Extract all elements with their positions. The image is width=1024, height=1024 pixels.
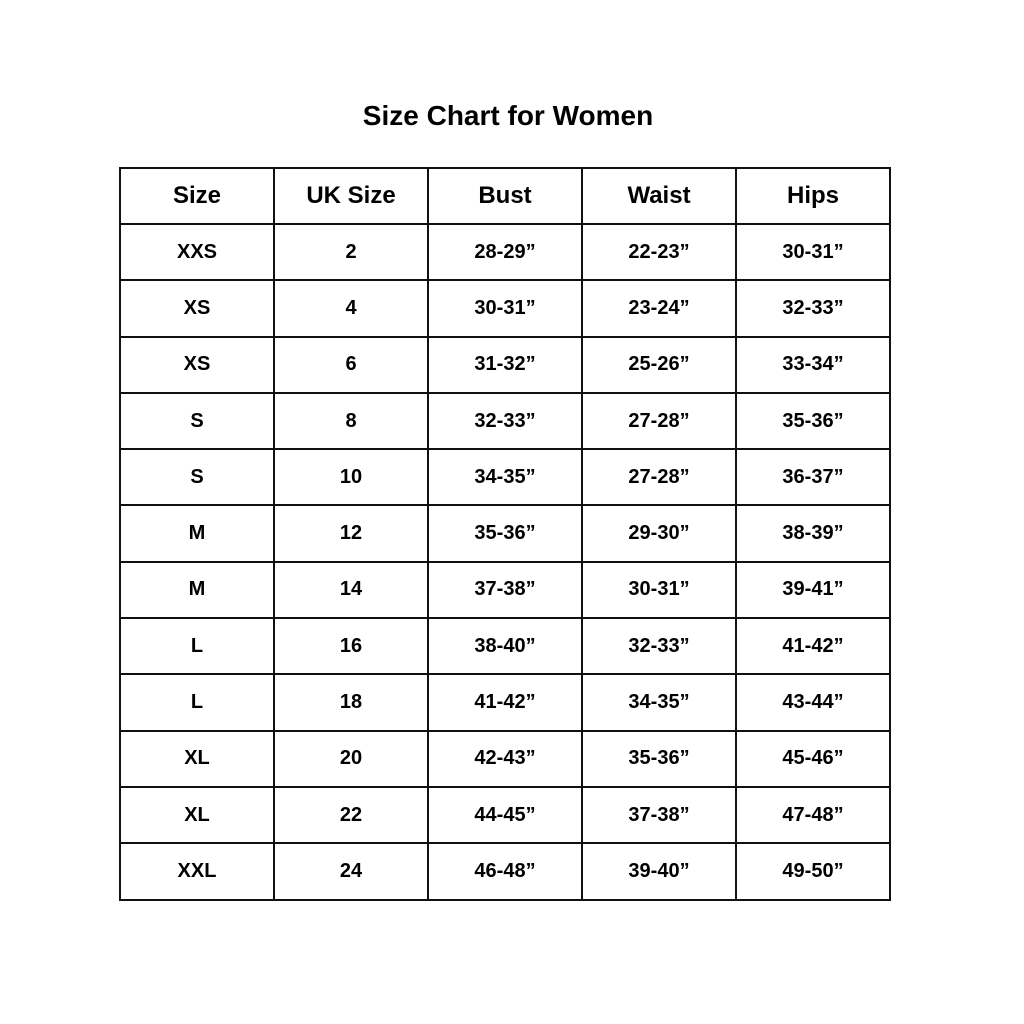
table-cell: 14 — [273, 560, 429, 620]
table-cell: 30-31” — [735, 222, 891, 282]
table-cell: 29-30” — [581, 504, 737, 563]
table-header-row: Size UK Size Bust Waist Hips — [119, 167, 891, 225]
table-cell: 46-48” — [427, 842, 583, 901]
table-cell: 34-35” — [427, 448, 583, 507]
table-cell: 41-42” — [427, 673, 583, 732]
table-cell: 22 — [273, 785, 429, 845]
table-row: L 16 38-40” 32-33” 41-42” — [119, 617, 891, 676]
table-cell: XXS — [119, 222, 275, 282]
table-cell: 10 — [273, 448, 429, 507]
table-cell: 34-35” — [581, 673, 737, 732]
table-cell: 35-36” — [581, 729, 737, 788]
column-header: Waist — [581, 167, 737, 225]
page-title: Size Chart for Women — [362, 100, 654, 131]
table-row: XXL 24 46-48” 39-40” 49-50” — [119, 842, 891, 901]
size-chart-table: Size UK Size Bust Waist Hips XXS 2 28-29” 22-23… — [119, 167, 891, 901]
table-cell: XS — [119, 335, 275, 394]
table-row: S 10 34-35” 27-28” 36-37” — [119, 448, 891, 507]
table-cell: L — [119, 673, 275, 732]
table-cell: 31-32” — [427, 335, 583, 394]
table-cell: 41-42” — [735, 617, 891, 676]
table-cell: 27-28” — [581, 391, 737, 451]
table-cell: 22-23” — [581, 222, 737, 282]
table-cell: 6 — [273, 335, 429, 394]
table-cell: 45-46” — [735, 729, 891, 788]
table-row: L 18 41-42” 34-35” 43-44” — [119, 673, 891, 732]
table-row: XS 6 31-32” 25-26” 33-34” — [119, 335, 891, 394]
column-header: Hips — [735, 167, 891, 225]
table-cell: 12 — [273, 504, 429, 563]
table-cell: 39-41” — [735, 560, 891, 620]
table-cell: 24 — [273, 842, 429, 901]
table-cell: M — [119, 504, 275, 563]
table-cell: 4 — [273, 279, 429, 338]
table-cell: 35-36” — [427, 504, 583, 563]
table-cell: 30-31” — [427, 279, 583, 338]
table-row: XL 20 42-43” 35-36” 45-46” — [119, 729, 891, 788]
table-cell: 38-40” — [427, 617, 583, 676]
table-row: M 12 35-36” 29-30” 38-39” — [119, 504, 891, 563]
table-row: XL 22 44-45” 37-38” 47-48” — [119, 785, 891, 845]
table-row: M 14 37-38” 30-31” 39-41” — [119, 560, 891, 620]
table-row: XS 4 30-31” 23-24” 32-33” — [119, 279, 891, 338]
table-cell: 32-33” — [427, 391, 583, 451]
table-cell: 28-29” — [427, 222, 583, 282]
table-cell: S — [119, 448, 275, 507]
table-row: XXS 2 28-29” 22-23” 30-31” — [119, 222, 891, 282]
table-cell: XXL — [119, 842, 275, 901]
column-header: Bust — [427, 167, 583, 225]
table-cell: 30-31” — [581, 560, 737, 620]
table-cell: 25-26” — [581, 335, 737, 394]
table-cell: XS — [119, 279, 275, 338]
table-cell: 23-24” — [581, 279, 737, 338]
table-cell: 49-50” — [735, 842, 891, 901]
table-cell: 37-38” — [581, 785, 737, 845]
table-cell: XL — [119, 785, 275, 845]
table-cell: 35-36” — [735, 391, 891, 451]
table-cell: 33-34” — [735, 335, 891, 394]
table-cell: 38-39” — [735, 504, 891, 563]
table-cell: S — [119, 391, 275, 451]
table-cell: 43-44” — [735, 673, 891, 732]
table-cell: 20 — [273, 729, 429, 788]
table-cell: 32-33” — [581, 617, 737, 676]
column-header: Size — [119, 167, 275, 225]
table-cell: 8 — [273, 391, 429, 451]
table-row: S 8 32-33” 27-28” 35-36” — [119, 391, 891, 451]
table-cell: 16 — [273, 617, 429, 676]
table-cell: 39-40” — [581, 842, 737, 901]
table-body: XXS 2 28-29” 22-23” 30-31” XS 4 30-31” 23-24” 32-… — [119, 222, 891, 901]
table-cell: 32-33” — [735, 279, 891, 338]
table-cell: L — [119, 617, 275, 676]
table-cell: 37-38” — [427, 560, 583, 620]
table-cell: XL — [119, 729, 275, 788]
table-cell: 2 — [273, 222, 429, 282]
column-header: UK Size — [273, 167, 429, 225]
table-cell: 27-28” — [581, 448, 737, 507]
table-cell: 36-37” — [735, 448, 891, 507]
table-cell: 44-45” — [427, 785, 583, 845]
table-cell: 18 — [273, 673, 429, 732]
table-cell: 42-43” — [427, 729, 583, 788]
table-cell: M — [119, 560, 275, 620]
table-cell: 47-48” — [735, 785, 891, 845]
